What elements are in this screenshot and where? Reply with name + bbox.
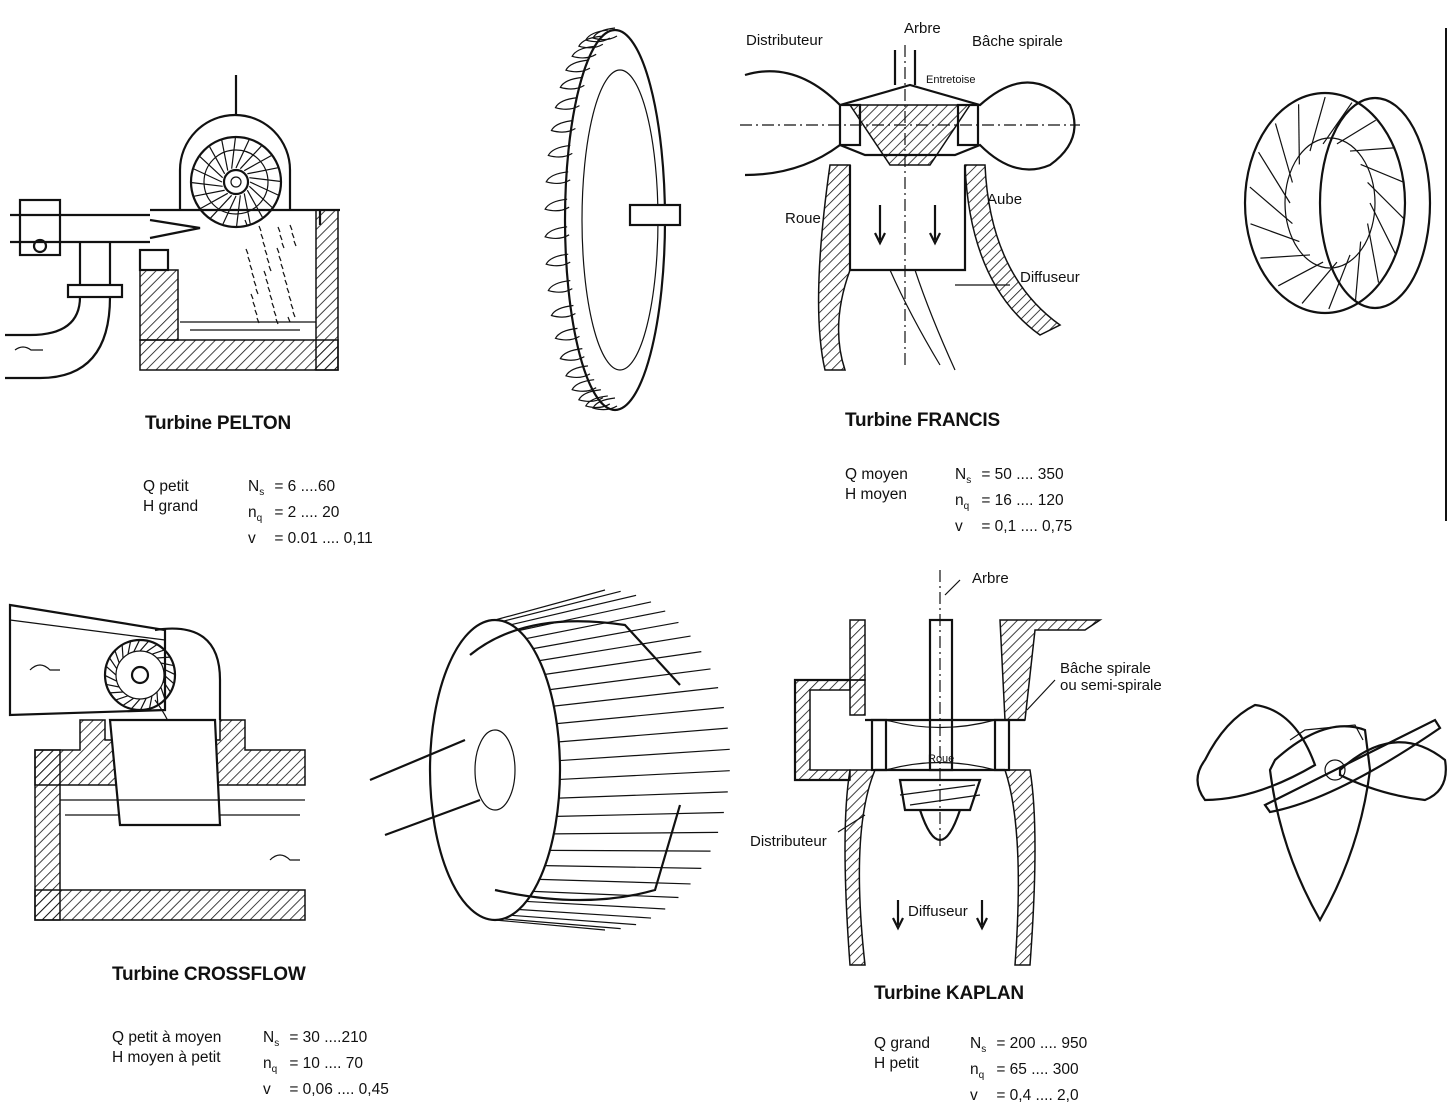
pelton-flow: Q petit [143,478,189,495]
francis-params: Ns = 50 .... 350 nq = 16 .... 120 v = 0,… [955,465,1072,537]
kaplan-conditions: Q grand H petit [874,1034,930,1074]
francis-label-diffuseur: Diffuseur [1020,269,1080,286]
crossflow-head: H moyen à petit [112,1049,221,1066]
kaplan-label-roue: Roue [928,753,955,765]
kaplan-head: H petit [874,1055,919,1072]
crossflow-param-v: v = 0,06 .... 0,45 [263,1081,389,1099]
francis-conditions: Q moyen H moyen [845,465,908,505]
kaplan-title: Turbine KAPLAN [874,983,1024,1004]
pelton-title: Turbine PELTON [145,413,292,434]
pelton-param-v: v = 0.01 .... 0,11 [248,530,373,548]
kaplan-label-bache-line1: Bâche spirale [1060,660,1151,677]
kaplan-label-bache: Bâche spirale ou semi-spirale [1060,660,1162,694]
francis-label-bache: Bâche spirale [972,33,1063,50]
kaplan-label-distributeur: Distributeur [750,833,827,850]
pelton-param-nq: nq = 2 .... 20 [248,504,340,525]
francis-runner-illustration [1243,91,1432,315]
crossflow-flow: Q petit à moyen [112,1029,222,1046]
pelton-head: H grand [143,498,199,515]
crossflow-param-nq: nq = 10 .... 70 [263,1055,363,1076]
francis-param-ns: Ns = 50 .... 350 [955,466,1064,487]
crossflow-runner-illustration [369,589,730,931]
crossflow-param-ns: Ns = 30 ....210 [263,1029,368,1050]
pelton-params: Ns = 6 ....60 nq = 2 .... 20 v = 0.01 ..… [248,477,373,549]
kaplan-runner-illustration [1196,703,1447,923]
francis-title: Turbine FRANCIS [845,410,1000,431]
francis-label-distributeur: Distributeur [746,32,823,49]
francis-label-arbre: Arbre [904,20,941,37]
kaplan-label-arbre: Arbre [972,570,1009,587]
francis-label-aube: Aube [987,191,1023,208]
crossflow-title: Turbine CROSSFLOW [112,964,306,985]
francis-label-entretoise: Entretoise [926,74,976,86]
kaplan-params: Ns = 200 .... 950 nq = 65 .... 300 v = 0… [970,1034,1087,1106]
crossflow-section-drawing [8,603,306,921]
divider-line [1445,28,1447,521]
kaplan-param-nq: nq = 65 .... 300 [970,1061,1079,1082]
kaplan-param-ns: Ns = 200 .... 950 [970,1035,1088,1056]
francis-param-nq: nq = 16 .... 120 [955,492,1064,513]
crossflow-params: Ns = 30 ....210 nq = 10 .... 70 v = 0,06… [263,1028,389,1100]
pelton-param-ns: Ns = 6 ....60 [248,478,336,499]
crossflow-conditions: Q petit à moyen H moyen à petit [112,1028,221,1068]
kaplan-label-bache-line2: ou semi-spirale [1060,677,1162,694]
francis-param-v: v = 0,1 .... 0,75 [955,518,1073,536]
pelton-runner-illustration [544,27,682,412]
francis-section-drawing [740,45,1080,371]
kaplan-param-v: v = 0,4 .... 2,0 [970,1087,1079,1105]
francis-flow: Q moyen [845,466,908,483]
kaplan-label-diffuseur: Diffuseur [908,903,968,920]
pelton-conditions: Q petit H grand [143,477,198,517]
francis-label-roue: Roue [785,210,821,227]
francis-head: H moyen [845,486,908,503]
pelton-section-drawing [5,75,340,380]
kaplan-section-drawing [793,570,1103,966]
kaplan-flow: Q grand [874,1035,931,1052]
